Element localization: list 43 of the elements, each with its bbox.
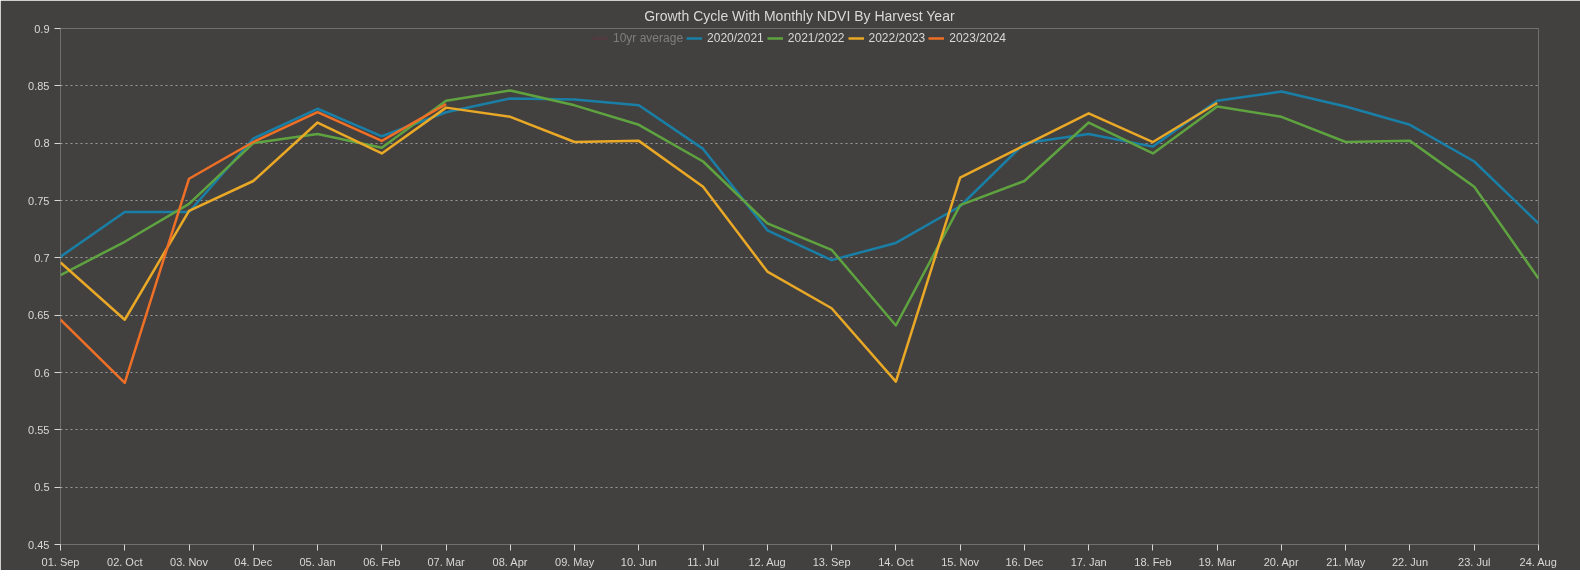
line-series	[60, 89, 1539, 327]
y-tick-label: 0.45	[28, 538, 50, 551]
line-series	[60, 101, 1219, 383]
legend-label: 10yr average	[613, 31, 684, 45]
legend-label: 2021/2022	[787, 31, 845, 45]
y-tick-label: 0.8	[34, 137, 50, 150]
x-tick-label: 06. Feb	[363, 555, 401, 568]
y-tick-label: 0.6	[34, 366, 50, 379]
x-tick-label: 16. Dec	[1005, 555, 1044, 568]
x-tick-label: 13. Sep	[812, 555, 851, 568]
y-tick-label: 0.5	[34, 481, 50, 494]
x-tick-label: 12. Aug	[748, 555, 786, 568]
y-tick-label: 0.75	[28, 194, 50, 207]
x-tick-label: 01. Sep	[41, 555, 80, 568]
x-tick-label: 08. Apr	[492, 555, 528, 568]
x-tick-label: 02. Oct	[107, 555, 143, 568]
x-tick-label: 07. Mar	[427, 555, 466, 568]
y-tick-label: 0.7	[34, 251, 50, 264]
legend-label: 2020/2021	[707, 31, 764, 45]
legend-label: 2023/2024	[949, 31, 1006, 45]
y-tick-label: 0.55	[28, 423, 50, 436]
line-series	[60, 102, 448, 385]
y-tick-label: 0.85	[28, 79, 50, 92]
legend-label: 2022/2023	[868, 31, 926, 45]
x-tick-label: 20. Apr	[1263, 555, 1299, 568]
x-tick-label: 10. Jun	[620, 555, 657, 568]
x-tick-label: 09. May	[555, 555, 595, 568]
x-tick-label: 05. Jan	[299, 555, 336, 568]
x-tick-label: 17. Jan	[1070, 555, 1107, 568]
y-tick-label: 0.65	[28, 309, 50, 322]
x-tick-label: 19. Mar	[1198, 555, 1237, 568]
y-tick-label: 0.9	[34, 22, 50, 35]
x-tick-label: 15. Nov	[941, 555, 980, 568]
x-tick-label: 03. Nov	[170, 555, 209, 568]
x-tick-label: 11. Jul	[687, 555, 719, 568]
x-tick-label: 23. Jul	[1458, 555, 1491, 568]
x-tick-label: 14. Oct	[878, 555, 914, 568]
x-tick-label: 18. Feb	[1134, 555, 1172, 568]
x-tick-label: 21. May	[1326, 555, 1366, 568]
chart-title: Growth Cycle With Monthly NDVI By Harvest Year	[644, 7, 955, 24]
x-tick-label: 04. Dec	[234, 555, 273, 568]
x-tick-label: 24. Aug	[1519, 555, 1557, 568]
x-tick-label: 22. Jun	[1391, 555, 1429, 568]
